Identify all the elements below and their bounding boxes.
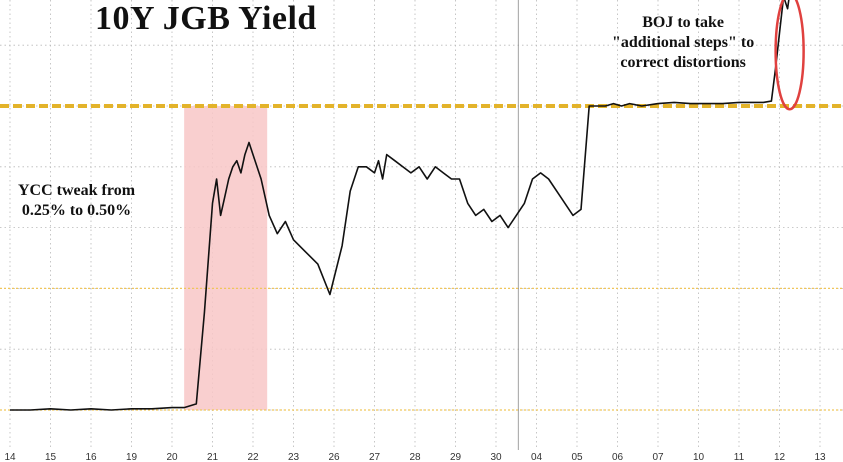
- spike-highlight-circle: [774, 0, 805, 111]
- x-tick-label: 22: [247, 452, 259, 462]
- x-tick-label: 29: [450, 452, 462, 462]
- ycc-tweak-band: [184, 106, 268, 410]
- x-tick-label: 11: [734, 452, 745, 462]
- reference-lines: [0, 104, 843, 411]
- chart-title: 10Y JGB Yield: [95, 0, 317, 37]
- x-tick-label: 13: [814, 452, 826, 462]
- x-tick-label: 27: [369, 452, 381, 462]
- x-tick-label: 12: [774, 452, 786, 462]
- x-tick-label: 16: [85, 452, 97, 462]
- annotation-line: YCC tweak from: [18, 182, 136, 199]
- highlight-band: [184, 106, 268, 410]
- annotation-line: BOJ to take: [642, 14, 724, 31]
- annotation-boj-steps: BOJ to take "additional steps" to correc…: [612, 13, 754, 73]
- annotation-line: correct distortions: [620, 54, 746, 71]
- series-layer: [10, 0, 790, 411]
- annotation-ycc-tweak: YCC tweak from 0.25% to 0.50%: [18, 181, 135, 221]
- x-tick-label: 05: [571, 452, 583, 462]
- x-tick-label: 10: [693, 452, 705, 462]
- x-tick-label: 15: [45, 452, 57, 462]
- x-axis: 14 15 16 19 20 21 22 23 26 27 28 29 30 04 05 06 07 10 11 12…: [4, 452, 826, 462]
- x-tick-label: 28: [409, 452, 421, 462]
- x-tick-label: 23: [288, 452, 300, 462]
- x-tick-label: 26: [328, 452, 340, 462]
- x-tick-label: 14: [4, 452, 16, 462]
- x-tick-label: 20: [166, 452, 178, 462]
- annotation-line: 0.25% to 0.50%: [21, 202, 132, 219]
- series-line-0: [10, 0, 790, 411]
- x-tick-label: 04: [531, 452, 543, 462]
- grid: [0, 0, 843, 450]
- highlight-marker: [774, 0, 805, 111]
- x-tick-label: 06: [612, 452, 624, 462]
- x-tick-label: 30: [490, 452, 502, 462]
- x-tick-label: 21: [207, 452, 219, 462]
- x-tick-label: 07: [652, 452, 664, 462]
- x-tick-label: 19: [126, 452, 138, 462]
- annotation-line: "additional steps" to: [612, 34, 755, 51]
